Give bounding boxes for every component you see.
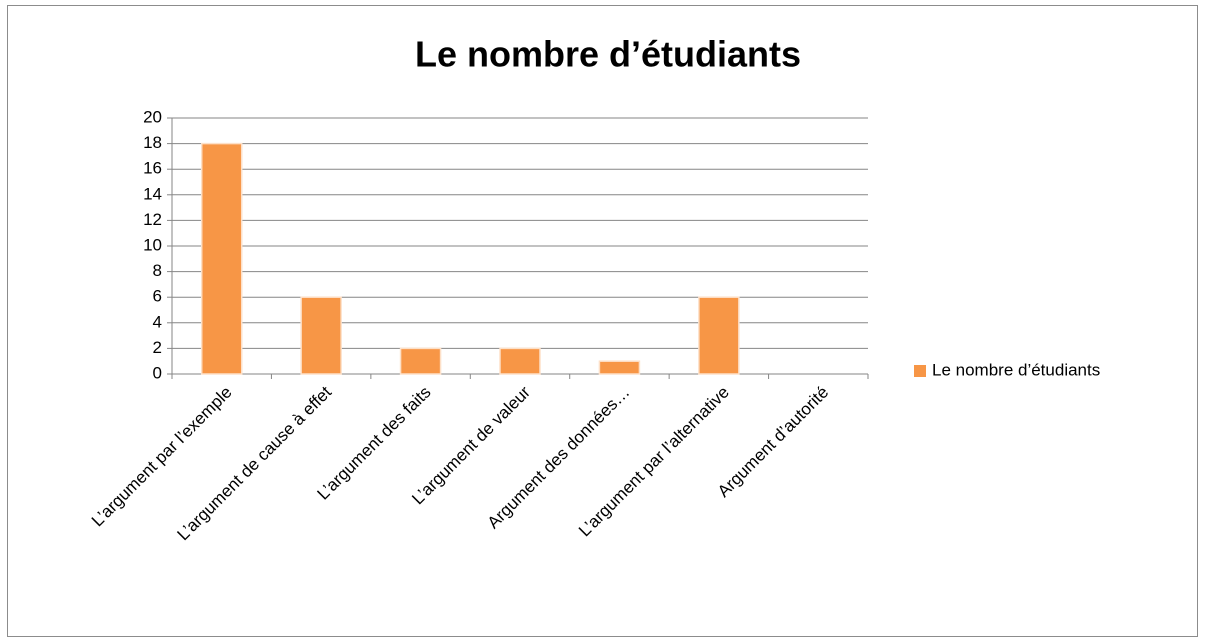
- y-tick-label: 16: [143, 159, 162, 178]
- y-tick-label: 18: [143, 133, 162, 152]
- y-tick-label: 14: [143, 184, 162, 203]
- chart-title: Le nombre d’étudiants: [415, 34, 801, 75]
- y-tick-label: 12: [143, 210, 162, 229]
- bar: [698, 296, 740, 375]
- bar: [598, 360, 641, 375]
- y-tick-label: 8: [153, 261, 162, 280]
- y-tick-label: 4: [153, 312, 162, 331]
- y-tick-label: 20: [143, 107, 162, 126]
- y-tick-label: 10: [143, 235, 162, 254]
- y-tick-label: 0: [153, 363, 162, 382]
- legend-swatch: [914, 365, 926, 377]
- bar: [200, 142, 243, 375]
- bar: [300, 296, 342, 375]
- y-tick-label: 2: [153, 338, 162, 357]
- legend-label: Le nombre d’étudiants: [932, 360, 1100, 379]
- bar: [499, 347, 541, 375]
- bar: [399, 347, 442, 375]
- y-tick-label: 6: [153, 287, 162, 306]
